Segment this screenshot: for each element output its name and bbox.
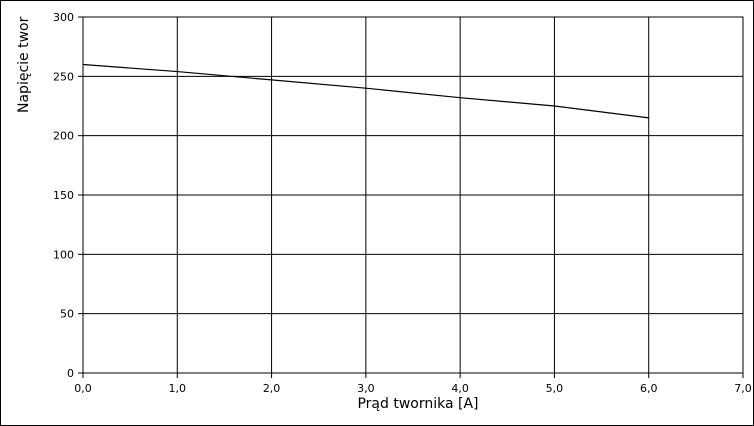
y-tick-label: 200	[53, 130, 74, 143]
y-tick-label: 50	[60, 308, 74, 321]
x-tick-label: 4,0	[451, 382, 469, 395]
y-axis-title: Napięcie twor	[16, 16, 32, 113]
x-tick-label: 1,0	[169, 382, 187, 395]
x-tick-label: 2,0	[263, 382, 281, 395]
y-tick-label: 150	[53, 189, 74, 202]
x-tick-label: 0,0	[74, 382, 92, 395]
y-tick-label: 250	[53, 70, 74, 83]
y-tick-label: 100	[53, 248, 74, 261]
data-line	[82, 63, 649, 119]
x-axis-title: Prąd twornika [A]	[357, 396, 478, 412]
y-tick-label: 300	[53, 11, 74, 24]
x-tick-label: 3,0	[357, 382, 375, 395]
x-tick-label: 7,0	[734, 382, 752, 395]
x-tick-label: 6,0	[640, 382, 658, 395]
y-tick-label: 0	[67, 367, 74, 380]
x-tick-label: 5,0	[546, 382, 564, 395]
